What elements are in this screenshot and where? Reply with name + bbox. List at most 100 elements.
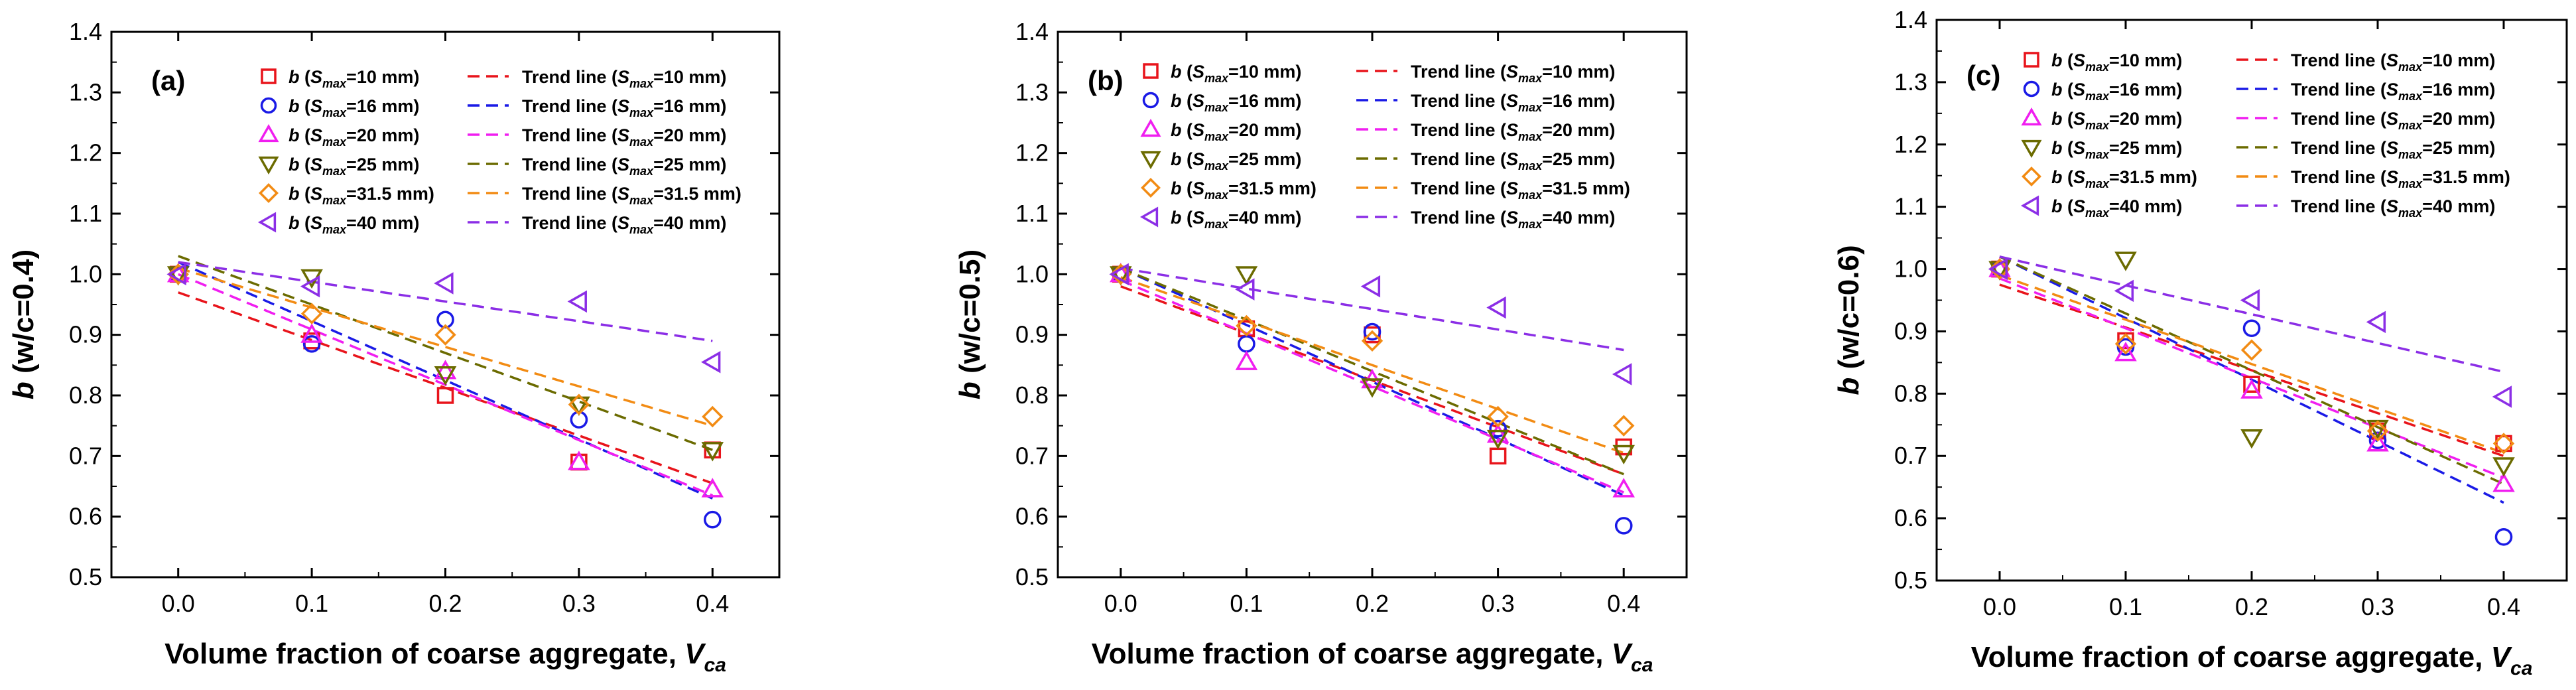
legend-marker bbox=[258, 123, 279, 143]
data-point bbox=[300, 323, 323, 343]
y-tick-label: 1.2 bbox=[69, 139, 102, 167]
data-point bbox=[1614, 517, 1633, 535]
data-point bbox=[2494, 527, 2513, 546]
y-tick-label: 1.3 bbox=[1894, 68, 1927, 96]
legend-entry: b (Smax=10 mm) bbox=[2051, 50, 2182, 74]
y-tick-label: 0.8 bbox=[1894, 380, 1927, 407]
legend-trend-entry: Trend line (Smax=16 mm) bbox=[2291, 80, 2495, 103]
data-point bbox=[1109, 263, 1129, 286]
x-axis-label: Volume fraction of coarse aggregate, Vca bbox=[164, 638, 726, 676]
legend-trend-entry: Trend line (Smax=25 mm) bbox=[522, 155, 726, 178]
legend-entry: b (Smax=40 mm) bbox=[2051, 196, 2182, 220]
y-tick-label: 0.8 bbox=[69, 381, 102, 409]
data-point bbox=[568, 450, 590, 470]
trend-line-4 bbox=[178, 255, 713, 451]
legend-marker bbox=[1140, 118, 1161, 137]
y-tick-label: 0.7 bbox=[1015, 442, 1049, 469]
legend: b (Smax=10 mm) Trend line (Smax=10 mm) b (… bbox=[1139, 62, 1630, 231]
trend-line-3 bbox=[1120, 279, 1624, 494]
data-point bbox=[702, 405, 724, 428]
data-point bbox=[2114, 279, 2134, 303]
trend-line-5 bbox=[1999, 274, 2504, 454]
data-point bbox=[434, 272, 454, 295]
legend-entry: b (Smax=10 mm) bbox=[1171, 62, 1301, 85]
x-tick-label: 0.3 bbox=[2361, 593, 2394, 620]
trend-line-6 bbox=[1120, 267, 1624, 352]
legend-trend-entry: Trend line (Smax=31.5 mm) bbox=[2291, 167, 2510, 190]
legend-trend-entry: Trend line (Smax=16 mm) bbox=[522, 96, 726, 119]
data-point bbox=[1486, 429, 1510, 450]
legend-trend-entry: Trend line (Smax=31.5 mm) bbox=[522, 184, 741, 207]
series-6 bbox=[1109, 263, 1632, 385]
legend-marker bbox=[2020, 195, 2039, 216]
legend-trend-entry: Trend line (Smax=25 mm) bbox=[1411, 149, 1615, 172]
trend-line-2 bbox=[177, 261, 714, 500]
data-point bbox=[2240, 289, 2260, 312]
data-point bbox=[302, 335, 321, 353]
y-tick-label: 0.7 bbox=[1894, 442, 1927, 469]
data-point bbox=[2366, 420, 2389, 442]
data-point bbox=[701, 351, 721, 374]
data-point bbox=[2240, 429, 2263, 449]
chart-panel-2: 0.5 0.6 0.7 0.8 0.9 1.0 1.1 1.2 1.3 1.4 0.0 0.1 0.2 0… bbox=[954, 18, 1688, 676]
y-tick-label: 0.6 bbox=[1894, 504, 1927, 531]
x-tick-label: 0.2 bbox=[428, 590, 462, 617]
data-point bbox=[1489, 419, 1507, 438]
data-point bbox=[2116, 338, 2135, 356]
series-2 bbox=[1112, 265, 1633, 535]
legend-entry: b (Smax=25 mm) bbox=[289, 155, 419, 178]
data-point bbox=[2114, 251, 2137, 271]
legend-trend-entry: Trend line (Smax=10 mm) bbox=[1411, 62, 1615, 85]
data-point bbox=[300, 303, 323, 324]
legend-entry: b (Smax=20 mm) bbox=[1171, 120, 1301, 143]
legend-trend-entry: Trend line (Smax=16 mm) bbox=[1411, 91, 1615, 114]
legend-marker bbox=[1142, 92, 1159, 109]
data-point bbox=[1489, 447, 1507, 465]
legend-trend-entry: Trend line (Smax=10 mm) bbox=[2291, 50, 2495, 74]
panel-label: (b) bbox=[1088, 65, 1124, 96]
legend-trend-entry: Trend line (Smax=40 mm) bbox=[1411, 208, 1615, 231]
data-point bbox=[166, 263, 186, 286]
plot-frame bbox=[1935, 19, 2568, 582]
data-point bbox=[1236, 314, 1257, 337]
chart-panel-1: 0.5 0.6 0.7 0.8 0.9 1.0 1.1 1.2 1.3 1.4 0.0 0.1 0.2 0… bbox=[7, 18, 781, 676]
series-2 bbox=[1990, 260, 2513, 546]
legend-entry: b (Smax=31.5 mm) bbox=[2051, 167, 2197, 190]
legend-marker bbox=[1143, 63, 1159, 79]
data-point bbox=[436, 387, 454, 404]
x-tick-label: 0.1 bbox=[1230, 590, 1263, 617]
data-point bbox=[2492, 457, 2515, 477]
legend-entry: b (Smax=25 mm) bbox=[2051, 138, 2182, 161]
panel-label: (a) bbox=[151, 65, 185, 96]
y-tick-label: 0.5 bbox=[69, 563, 102, 590]
data-point bbox=[2492, 385, 2512, 408]
data-point bbox=[2242, 319, 2261, 338]
legend-marker bbox=[1140, 151, 1161, 170]
series-4 bbox=[1110, 266, 1635, 465]
x-tick-label: 0.0 bbox=[162, 590, 195, 617]
y-tick-label: 1.0 bbox=[69, 260, 102, 287]
legend-entry: b (Smax=10 mm) bbox=[289, 67, 419, 90]
x-tick-label: 0.1 bbox=[295, 590, 328, 617]
legend-marker bbox=[2023, 80, 2040, 98]
data-point bbox=[704, 510, 722, 529]
data-point bbox=[567, 290, 587, 313]
trend-line-1 bbox=[1999, 283, 2504, 457]
y-tick-label: 1.2 bbox=[1015, 139, 1049, 167]
legend-marker bbox=[1139, 206, 1159, 228]
data-point bbox=[1235, 266, 1258, 286]
data-point bbox=[1612, 415, 1635, 437]
legend-marker bbox=[257, 212, 277, 233]
y-tick-label: 0.6 bbox=[1015, 503, 1049, 530]
series-6 bbox=[1988, 257, 2512, 408]
y-tick-label: 1.1 bbox=[1015, 200, 1049, 227]
plot-frame bbox=[1057, 31, 1688, 579]
y-tick-label: 0.5 bbox=[1894, 567, 1927, 594]
legend-marker bbox=[1141, 178, 1161, 198]
x-axis-label: Volume fraction of coarse aggregate, Vca bbox=[1971, 641, 2533, 679]
data-point bbox=[2366, 432, 2389, 452]
data-point bbox=[701, 478, 724, 498]
y-tick-label: 1.3 bbox=[1015, 78, 1049, 105]
x-tick-label: 0.2 bbox=[2235, 593, 2268, 620]
legend-marker bbox=[261, 68, 277, 84]
